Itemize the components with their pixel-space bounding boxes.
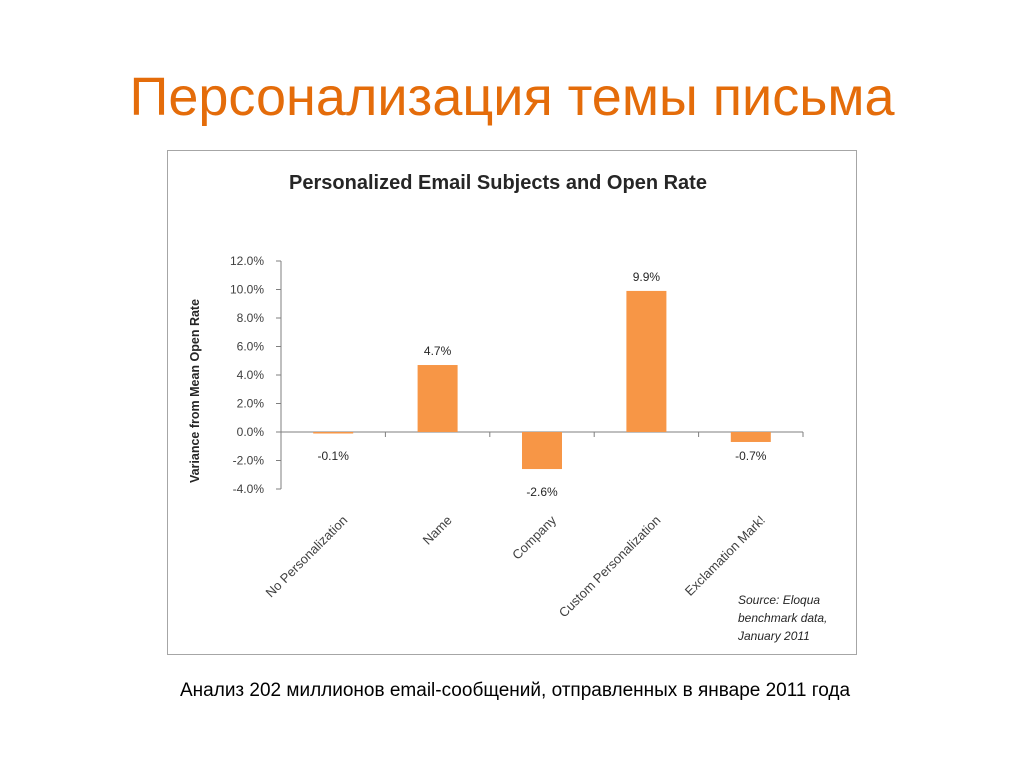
slide-caption: Анализ 202 миллионов email-сообщений, от… bbox=[180, 680, 851, 701]
y-axis-title-group: Variance from Mean Open Rate bbox=[188, 299, 202, 483]
y-tick-label: 6.0% bbox=[237, 340, 265, 354]
y-tick-label: 10.0% bbox=[230, 283, 264, 297]
data-label: -0.7% bbox=[735, 449, 767, 463]
y-tick-label: -4.0% bbox=[233, 482, 265, 496]
x-ticks bbox=[280, 432, 804, 437]
y-tick-label: 4.0% bbox=[237, 368, 265, 382]
category-label: Name bbox=[420, 513, 455, 548]
y-tick-label: 0.0% bbox=[237, 425, 265, 439]
data-label: -2.6% bbox=[526, 485, 558, 499]
y-tick-label: 12.0% bbox=[230, 254, 264, 268]
chart-title: Personalized Email Subjects and Open Rat… bbox=[289, 172, 707, 194]
category-label: Exclamation Mark! bbox=[682, 513, 768, 599]
category-label: Company bbox=[509, 512, 559, 562]
bars bbox=[313, 290, 771, 470]
category-label: No Personalization bbox=[263, 513, 351, 601]
bar bbox=[417, 365, 458, 432]
y-tick-label: 8.0% bbox=[237, 311, 265, 325]
y-axis-title: Variance from Mean Open Rate bbox=[188, 299, 202, 483]
chart-frame: Variance from Mean Open Rate 12.0% 10.0% 8… bbox=[167, 150, 857, 655]
y-ticks: 12.0% 10.0% 8.0% 6.0% 4.0% 2.0% 0.0% -2.0% -4.0% bbox=[230, 254, 281, 496]
data-label: -0.1% bbox=[318, 449, 350, 463]
category-label: Custom Personalization bbox=[556, 513, 664, 621]
y-tick-label: 2.0% bbox=[237, 397, 265, 411]
bar bbox=[626, 290, 667, 432]
data-label: 4.7% bbox=[424, 344, 452, 358]
bar bbox=[522, 432, 562, 470]
slide-title: Персонализация темы письма bbox=[129, 67, 895, 127]
data-labels: -0.1% 4.7% -2.6% 9.9% -0.7% bbox=[318, 270, 767, 499]
source-note: Source: Eloqua benchmark data, January 2… bbox=[738, 593, 828, 643]
y-tick-label: -2.0% bbox=[233, 454, 265, 468]
bar bbox=[313, 432, 354, 434]
data-label: 9.9% bbox=[633, 270, 661, 284]
bar-chart: Variance from Mean Open Rate 12.0% 10.0% 8… bbox=[188, 254, 804, 620]
bar bbox=[730, 432, 771, 442]
